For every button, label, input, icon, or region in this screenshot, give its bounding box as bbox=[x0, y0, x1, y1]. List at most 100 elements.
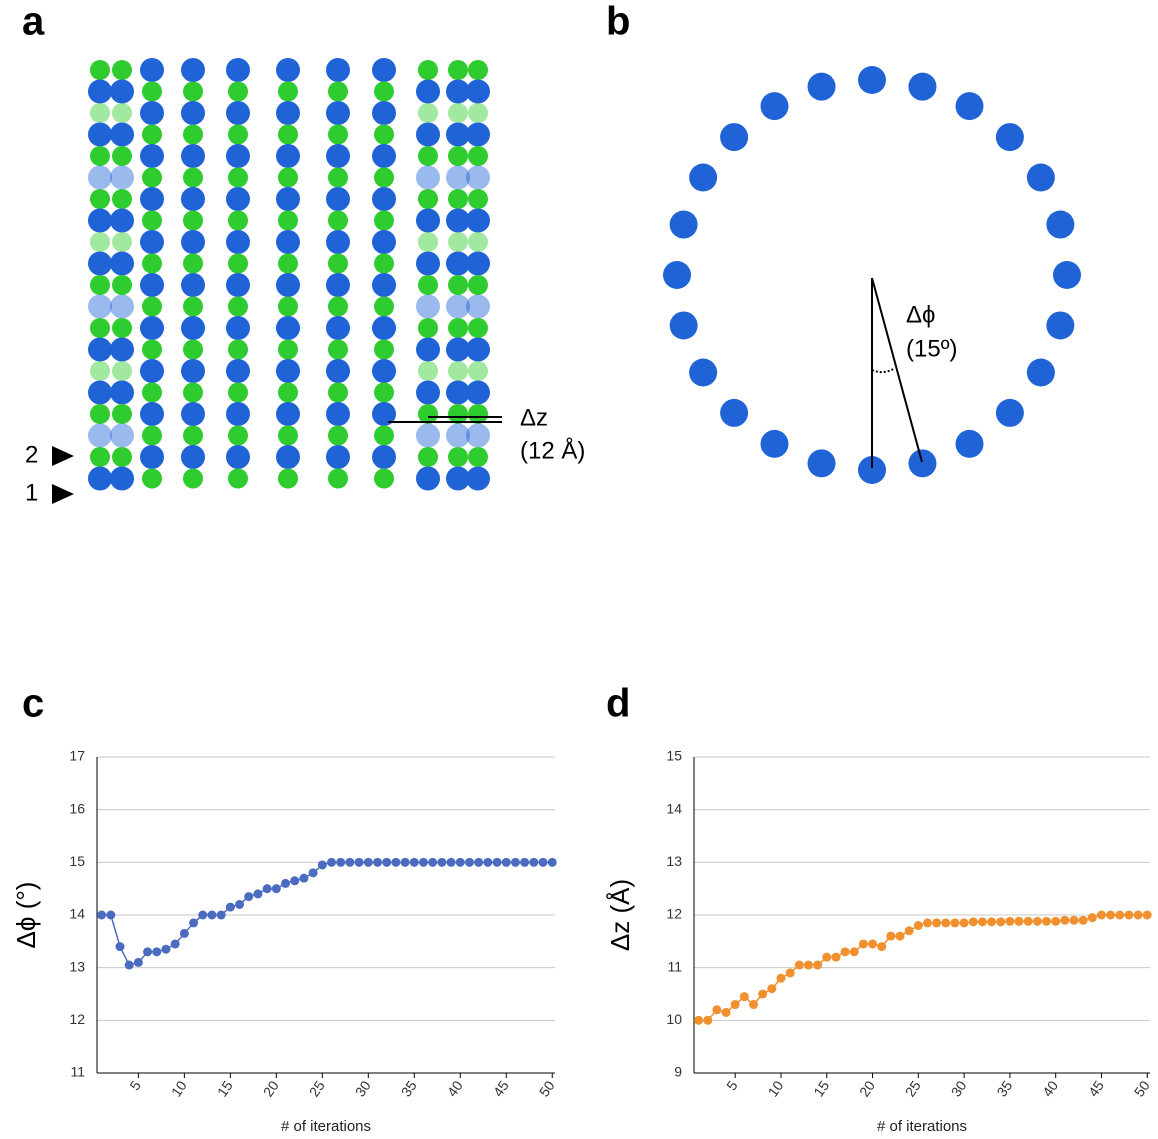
density-blob bbox=[276, 402, 300, 426]
density-blob bbox=[112, 232, 132, 252]
data-point bbox=[1032, 916, 1042, 926]
density-blob bbox=[418, 361, 438, 381]
density-blob bbox=[448, 103, 468, 123]
x-axis-label: # of iterations bbox=[281, 1118, 371, 1135]
y-axis-label: Δz (Å) bbox=[605, 879, 635, 951]
density-blob bbox=[90, 404, 110, 424]
density-blob bbox=[374, 339, 394, 360]
density-blob bbox=[140, 445, 164, 469]
data-point bbox=[418, 857, 428, 867]
density-blob bbox=[110, 423, 134, 448]
density-blob bbox=[446, 380, 470, 405]
density-blob bbox=[112, 447, 132, 467]
data-point bbox=[977, 917, 987, 927]
density-blob bbox=[228, 468, 248, 489]
data-point bbox=[207, 910, 217, 920]
data-point bbox=[840, 947, 850, 957]
density-blob bbox=[278, 124, 298, 145]
density-blob bbox=[416, 294, 440, 319]
panel-label: b bbox=[606, 0, 630, 44]
density-blob bbox=[112, 361, 132, 381]
data-point bbox=[225, 902, 235, 912]
data-point bbox=[520, 857, 530, 867]
density-blob bbox=[181, 144, 205, 168]
density-blob bbox=[669, 210, 698, 239]
data-point bbox=[308, 868, 318, 878]
density-blob bbox=[142, 124, 162, 145]
data-point bbox=[170, 939, 180, 949]
density-blob bbox=[183, 81, 203, 102]
data-point bbox=[904, 926, 914, 936]
data-point bbox=[299, 873, 309, 883]
density-blob bbox=[416, 423, 440, 448]
density-blob bbox=[418, 60, 438, 80]
density-blob bbox=[416, 79, 440, 104]
x-tick-label: 40 bbox=[444, 1077, 466, 1099]
density-blob bbox=[112, 189, 132, 209]
density-blob bbox=[326, 445, 350, 469]
density-blob bbox=[112, 275, 132, 295]
density-blob bbox=[446, 337, 470, 362]
data-point bbox=[179, 928, 189, 938]
y-tick-label: 11 bbox=[667, 958, 682, 974]
density-blob bbox=[226, 230, 250, 254]
density-blob bbox=[142, 210, 162, 231]
panel-b-image bbox=[663, 66, 1081, 484]
density-blob bbox=[228, 296, 248, 317]
row-label: 1 bbox=[25, 479, 38, 506]
data-point bbox=[373, 857, 383, 867]
density-blob bbox=[328, 296, 348, 317]
density-blob bbox=[140, 359, 164, 383]
density-blob bbox=[228, 210, 248, 231]
density-blob bbox=[90, 318, 110, 338]
density-blob bbox=[276, 144, 300, 168]
y-tick-label: 12 bbox=[666, 906, 682, 922]
density-blob bbox=[446, 79, 470, 104]
data-point bbox=[262, 884, 272, 894]
data-point bbox=[877, 942, 887, 952]
density-blob bbox=[326, 187, 350, 211]
density-blob bbox=[466, 337, 490, 362]
density-blob bbox=[90, 189, 110, 209]
data-point bbox=[409, 857, 419, 867]
data-point bbox=[281, 878, 291, 888]
density-blob bbox=[416, 251, 440, 276]
density-blob bbox=[374, 167, 394, 188]
density-blob bbox=[468, 232, 488, 252]
data-point bbox=[1005, 916, 1015, 926]
density-blob bbox=[226, 144, 250, 168]
density-blob bbox=[328, 339, 348, 360]
x-tick-label: 35 bbox=[993, 1077, 1015, 1099]
density-blob bbox=[142, 167, 162, 188]
density-blob bbox=[372, 445, 396, 469]
data-point bbox=[794, 960, 804, 970]
data-point bbox=[932, 918, 942, 928]
density-blob bbox=[372, 101, 396, 125]
density-blob bbox=[278, 253, 298, 274]
density-blob bbox=[142, 339, 162, 360]
x-tick-label: 20 bbox=[856, 1077, 878, 1099]
density-blob bbox=[468, 189, 488, 209]
x-tick-label: 35 bbox=[398, 1077, 420, 1099]
density-blob bbox=[276, 316, 300, 340]
density-blob bbox=[374, 210, 394, 231]
density-blob bbox=[276, 445, 300, 469]
density-blob bbox=[468, 60, 488, 80]
density-blob bbox=[90, 447, 110, 467]
data-point bbox=[363, 857, 373, 867]
density-blob bbox=[858, 66, 886, 94]
data-point bbox=[959, 918, 969, 928]
data-point bbox=[831, 952, 841, 962]
arrowhead bbox=[52, 484, 74, 504]
density-blob bbox=[326, 101, 350, 125]
data-point bbox=[913, 921, 923, 931]
data-point bbox=[703, 1015, 713, 1025]
density-blob bbox=[416, 380, 440, 405]
density-blob bbox=[446, 122, 470, 147]
data-point bbox=[336, 857, 346, 867]
data-point bbox=[941, 918, 951, 928]
density-blob bbox=[1046, 311, 1075, 340]
data-point bbox=[694, 1015, 704, 1025]
data-point bbox=[538, 857, 548, 867]
y-tick-label: 14 bbox=[666, 800, 682, 816]
